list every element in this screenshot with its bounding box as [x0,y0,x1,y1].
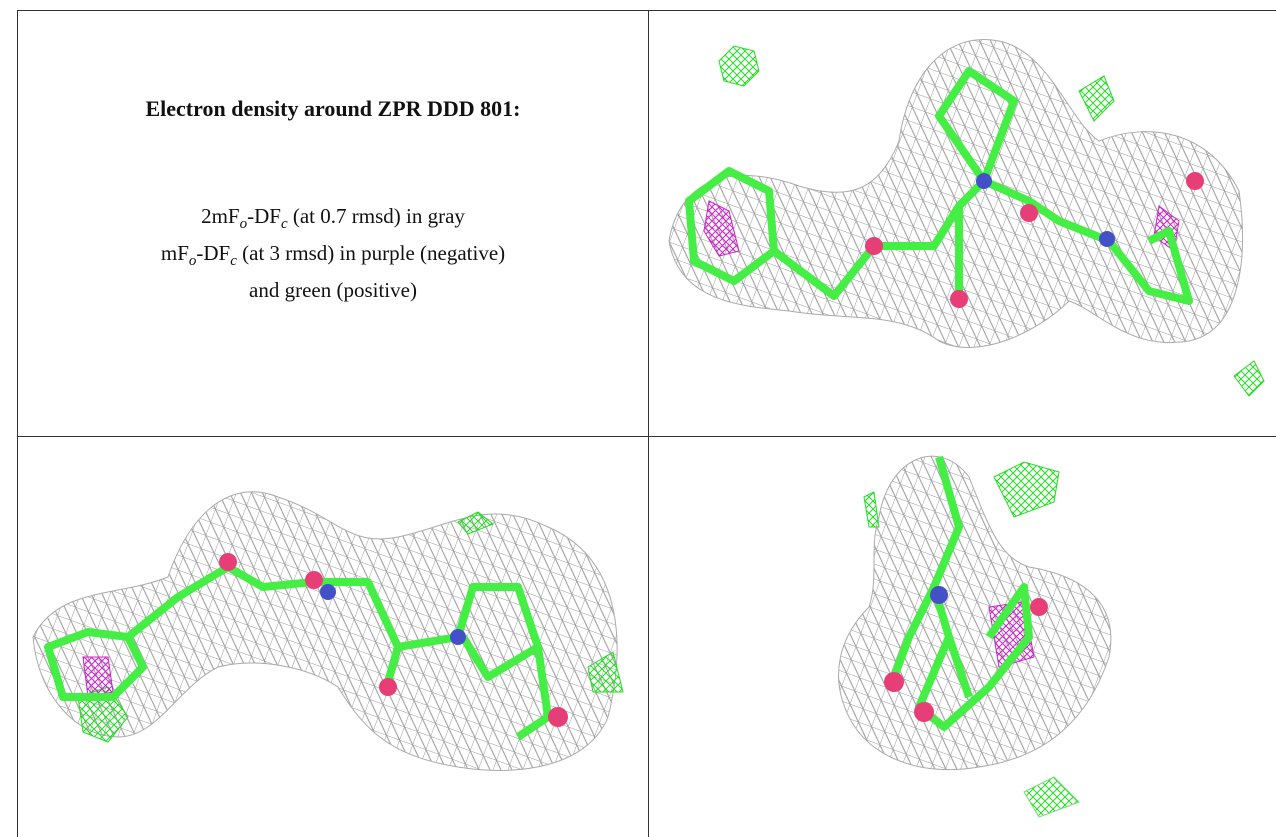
atom [865,237,883,255]
page: {"title": "Electron density around ZPR D… [0,0,1276,837]
atom [450,629,466,645]
legend-line: mFo-DFc (at 3 rmsd) in purple (negative) [18,239,648,276]
text: -DF [196,241,230,265]
text: (at 3 rmsd) in purple (negative) [237,241,505,265]
positive-mesh [1234,361,1264,396]
atom [1030,598,1048,616]
subscript: o [240,216,248,232]
positive-mesh [864,492,879,527]
positive-mesh [1079,76,1114,121]
atom [914,702,934,722]
subscript: c [230,253,237,269]
text: -DF [247,204,281,228]
negative-mesh [83,657,113,697]
caption-title: Electron density around ZPR DDD 801: [18,96,648,122]
atom [1099,231,1115,247]
positive-mesh [719,46,759,86]
text: (at 0.7 rmsd) in gray [288,204,465,228]
atom [320,584,336,600]
atom [950,290,968,308]
legend-line: and green (positive) [18,276,648,305]
caption-legend: 2mFo-DFc (at 0.7 rmsd) in gray mFo-DFc (… [18,202,648,305]
text: and green (positive) [249,278,417,302]
atom [1186,172,1204,190]
density-view [649,11,1276,436]
positive-mesh [994,462,1059,517]
positive-mesh [1024,777,1079,817]
text: 2mF [201,204,240,228]
atom [305,571,323,589]
density-view [18,437,648,837]
text: mF [161,241,189,265]
subscript: c [281,216,288,232]
atom [379,678,397,696]
legend-line: 2mFo-DFc (at 0.7 rmsd) in gray [18,202,648,239]
atom [1020,204,1038,222]
atom [884,672,904,692]
density-mesh [839,456,1111,769]
atom [219,553,237,571]
atom [548,707,568,727]
atom [930,586,948,604]
atom [976,173,992,189]
density-view [649,437,1276,837]
